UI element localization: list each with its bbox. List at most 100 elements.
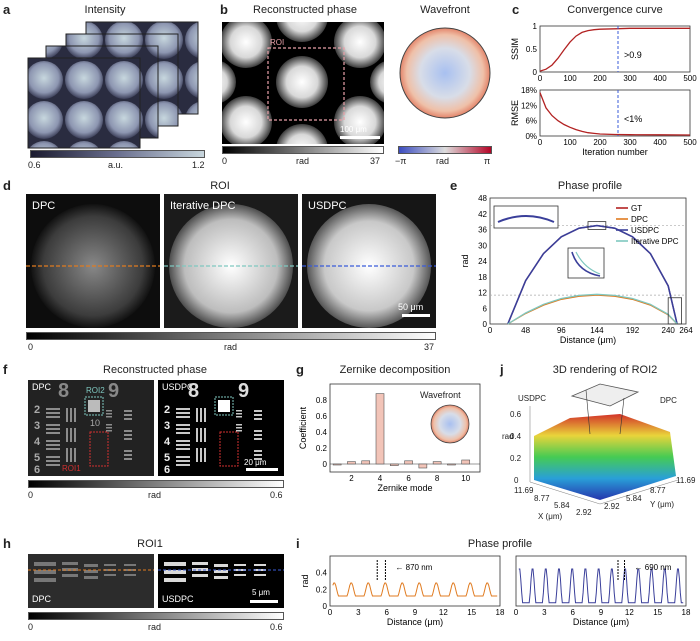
y-axis-label: rad xyxy=(300,574,310,587)
panel-b-letter: b xyxy=(220,2,228,17)
x-tick-label: 0 xyxy=(514,608,519,617)
x-tick-label: 10 xyxy=(461,474,470,483)
annot-label: ← 870 nm xyxy=(395,563,432,572)
plot-frame xyxy=(539,89,691,137)
roi-colorbar xyxy=(26,332,436,340)
roi1-scale-label: 5 μm xyxy=(252,588,270,597)
x-tick-label: 400 xyxy=(653,138,667,147)
plot-frame xyxy=(329,383,481,473)
panel-i-letter: i xyxy=(296,536,300,551)
intensity-colorbar xyxy=(30,150,205,158)
render-3d-svg xyxy=(529,383,679,505)
usaf-cb-max: 0.6 xyxy=(270,490,283,500)
usaf-dpc-label: DPC xyxy=(32,382,52,392)
y-tick-label: 42 xyxy=(478,210,487,219)
usaf-dpc-digit-4: 4 xyxy=(34,436,41,448)
x-axis-label: Distance (μm) xyxy=(573,617,629,627)
x-tick-label: 500 xyxy=(683,138,697,147)
render-ylabel: Y (μm) xyxy=(650,500,675,509)
inset-bottom-curve-usdpc xyxy=(571,251,601,277)
phase-scale-bar xyxy=(340,136,380,139)
x-tick-label: 0 xyxy=(328,608,333,617)
intensity-cb-label: a.u. xyxy=(108,160,124,170)
y-tick-label: 0.4 xyxy=(316,428,328,437)
y-tick-label: 6% xyxy=(525,117,537,126)
y-tick-label: 0 xyxy=(323,602,328,611)
usaf-usdpc-digit-4: 4 xyxy=(164,436,171,448)
y-axis-label: RMSE xyxy=(510,100,520,126)
panel-a-title: Intensity xyxy=(84,4,126,16)
y-tick-label: 48 xyxy=(478,194,487,203)
zernike-bar xyxy=(332,463,342,466)
usaf-scale-label: 20 μm xyxy=(244,458,267,467)
wavefront-colorbar xyxy=(398,146,492,154)
y-tick-label: 6 xyxy=(483,304,488,313)
render-ztick-0: 0 xyxy=(514,476,519,485)
usaf-usdpc-svg xyxy=(158,380,284,476)
roi-image-iterative-dpc: Iterative DPC xyxy=(164,194,298,328)
roi1-usdpc-image: USDPC 5 μm xyxy=(158,554,284,608)
plot-frame xyxy=(515,555,687,607)
roi1-usdpc-svg xyxy=(158,554,284,608)
y-tick-label: 24 xyxy=(478,257,487,266)
roi-image-dpc: DPC xyxy=(26,194,160,328)
panel-c-title: Convergence curve xyxy=(567,4,663,16)
x-tick-label: 15 xyxy=(467,608,476,617)
phase-scale-label: 100 μm xyxy=(340,125,367,134)
y-tick-label: 18 xyxy=(478,273,487,282)
usaf-dpc-digit-10: 10 xyxy=(90,418,101,428)
roi-image-usdpc: USDPC 50 μm xyxy=(302,194,436,328)
usaf-usdpc-digit-8: 8 xyxy=(188,380,200,402)
roi-cb-min: 0 xyxy=(28,342,34,352)
x-tick-label: 200 xyxy=(593,138,607,147)
x-tick-label: 3 xyxy=(356,608,361,617)
panel-j-title: 3D rendering of ROI2 xyxy=(552,364,658,376)
rmse-chart: 0 100 200 300 400 500 0% 6% 12% 18% Iteration numb… xyxy=(510,86,697,157)
wf-cb-max: π xyxy=(484,156,491,166)
x-tick-label: 12 xyxy=(625,608,634,617)
profile-i-left: 0 3 6 9 12 15 18 0 0.2 0.4 Distance (μm) rad ← 870 n… xyxy=(300,555,505,627)
plot-frame xyxy=(329,555,501,607)
usaf-dpc-digit-2: 2 xyxy=(34,404,41,416)
x-tick-label: 0 xyxy=(538,138,543,147)
y-tick-label: 0% xyxy=(525,132,537,141)
profile-trace xyxy=(518,568,684,604)
wavefront-title: Wavefront xyxy=(420,4,470,16)
zoom-box-top xyxy=(587,221,607,230)
y-tick-label: 12 xyxy=(478,289,487,298)
y-tick-label: 36 xyxy=(478,226,487,235)
panel-h-letter: h xyxy=(3,536,11,551)
render-xtick-1: 8.77 xyxy=(534,494,550,503)
usaf-dpc-digit-6: 6 xyxy=(34,464,41,476)
roi1-dpc-bars xyxy=(34,562,136,582)
render-ztick-2: 0.4 xyxy=(510,432,522,441)
profile-trace xyxy=(332,582,498,597)
legend-label: DPC xyxy=(631,215,648,224)
panel-g-letter: g xyxy=(296,362,304,377)
wf-cb-label: rad xyxy=(436,156,450,166)
zernike-wavefront-label: Wavefront xyxy=(420,390,461,400)
panel-d-letter: d xyxy=(3,178,11,193)
y-tick-label: 0.4 xyxy=(316,569,328,578)
zernike-bar xyxy=(461,459,471,465)
y-tick-label: 0 xyxy=(323,460,328,469)
phase-profile-plot: 0 48 96 144 192 240 264 0 6 12 18 24 30 36 42 48 Distanc… xyxy=(460,194,693,345)
reconstructed-phase-image: ROI 100 μm xyxy=(222,22,384,144)
panel-f-letter: f xyxy=(3,362,8,377)
panel-h-title: ROI1 xyxy=(137,538,163,550)
roi-label: ROI xyxy=(270,38,285,47)
roi1-label: ROI1 xyxy=(62,464,81,473)
render-xtick-0: 11.69 xyxy=(514,486,534,495)
y-tick-label: 0 xyxy=(483,320,488,329)
render-dpc-label: DPC xyxy=(660,396,677,405)
x-tick-label: 0 xyxy=(488,326,493,335)
usaf-dpc-digit-3: 3 xyxy=(34,420,41,432)
phase-colorbar xyxy=(222,146,384,154)
y-tick-label: 0.5 xyxy=(526,45,538,54)
y-tick-label: 0.6 xyxy=(316,412,328,421)
x-tick-label: 300 xyxy=(623,74,637,83)
annot-label: ← 690 nm xyxy=(635,563,672,572)
zernike-bar xyxy=(418,463,428,469)
x-tick-label: 3 xyxy=(542,608,547,617)
zernike-wavefront-svg xyxy=(430,404,470,444)
